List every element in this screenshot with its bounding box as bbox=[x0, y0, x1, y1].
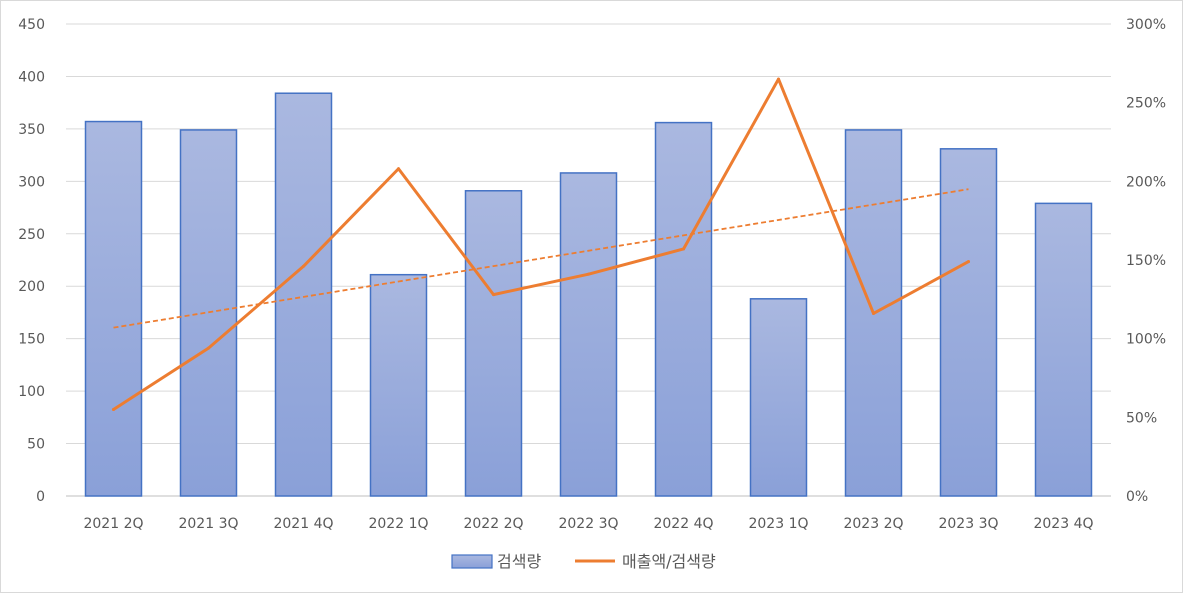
legend: 검색량 매출액/검색량 bbox=[451, 552, 716, 571]
line-series bbox=[112, 77, 970, 411]
y-right-tick-label: 50% bbox=[1126, 410, 1157, 426]
axes: 0 50 100 150 200 250 300 350 400 450 0% 50% 100% 150%… bbox=[18, 17, 1166, 532]
bar-2022-4Q bbox=[654, 121, 713, 497]
y-left-tick-label: 200 bbox=[18, 279, 45, 295]
x-tick-label: 2021 4Q bbox=[273, 516, 333, 532]
y-left-tick-label: 150 bbox=[18, 332, 45, 348]
y-left-tick-label: 400 bbox=[18, 69, 45, 85]
y-right-tick-label: 200% bbox=[1126, 174, 1166, 190]
y-right-tick-label: 150% bbox=[1126, 253, 1166, 269]
line-point-2023-3Q bbox=[967, 260, 970, 264]
y-left-tick-label: 50 bbox=[27, 437, 45, 453]
bar-2022-1Q bbox=[369, 273, 428, 497]
y-left-tick-label: 350 bbox=[18, 122, 45, 138]
x-tick-label: 2022 3Q bbox=[558, 516, 618, 532]
x-tick-label: 2023 4Q bbox=[1033, 516, 1093, 532]
legend-label-line: 매출액/검색량 bbox=[622, 552, 716, 571]
y-right-tick-label: 300% bbox=[1126, 17, 1166, 33]
x-tick-label: 2023 2Q bbox=[843, 516, 903, 532]
x-tick-label: 2023 1Q bbox=[748, 516, 808, 532]
trendline-dashed bbox=[113, 188, 969, 329]
line-point-2023-2Q bbox=[872, 311, 875, 315]
bar-2022-2Q bbox=[464, 190, 523, 497]
line-point-2023-1Q bbox=[777, 77, 780, 81]
line-point-2022-2Q bbox=[492, 293, 495, 297]
bar-2023-4Q bbox=[1034, 202, 1093, 497]
trendline bbox=[113, 188, 969, 329]
line-point-2021-3Q bbox=[207, 346, 210, 350]
bar-2023-1Q bbox=[749, 298, 808, 497]
bar-2021-2Q bbox=[84, 120, 143, 497]
x-tick-label: 2022 1Q bbox=[368, 516, 428, 532]
line-point-2021-4Q bbox=[302, 264, 305, 268]
y-right-tick-label: 250% bbox=[1126, 96, 1166, 112]
y-left-tick-label: 300 bbox=[18, 174, 45, 190]
legend-swatch-bar bbox=[451, 554, 493, 569]
y-right-tick-label: 100% bbox=[1126, 332, 1166, 348]
bar-2023-3Q bbox=[939, 148, 998, 497]
x-tick-label: 2023 3Q bbox=[938, 516, 998, 532]
bar-2022-3Q bbox=[559, 172, 618, 497]
line-point-2022-1Q bbox=[397, 167, 400, 171]
y-left-tick-label: 250 bbox=[18, 227, 45, 243]
legend-label-bar: 검색량 bbox=[497, 552, 541, 571]
y-right-tick-label: 0% bbox=[1126, 489, 1148, 505]
line-point-2022-3Q bbox=[587, 272, 590, 276]
line-sales-per-search bbox=[112, 77, 970, 411]
x-tick-label: 2021 3Q bbox=[178, 516, 238, 532]
line-point-2022-4Q bbox=[682, 247, 685, 251]
line-point-2021-2Q bbox=[112, 407, 115, 411]
x-tick-label: 2022 2Q bbox=[463, 516, 523, 532]
y-left-tick-label: 100 bbox=[18, 384, 45, 400]
y-left-tick-label: 450 bbox=[18, 17, 45, 33]
x-tick-label: 2021 2Q bbox=[83, 516, 143, 532]
bar-series bbox=[84, 92, 1093, 497]
y-left-tick-label: 0 bbox=[36, 489, 45, 505]
x-tick-label: 2022 4Q bbox=[653, 516, 713, 532]
